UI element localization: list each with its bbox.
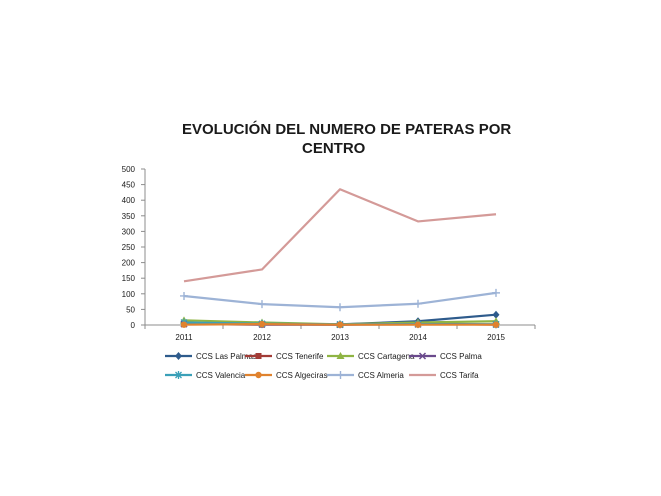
y-tick-label: 450 bbox=[122, 181, 136, 190]
x-tick-label: 2011 bbox=[175, 333, 193, 342]
data-point bbox=[258, 300, 266, 309]
data-point bbox=[492, 321, 500, 328]
legend-label: CCS Palma bbox=[440, 352, 482, 361]
legend-label: CCS Tarifa bbox=[440, 371, 479, 380]
data-point bbox=[414, 321, 422, 328]
y-tick-label: 350 bbox=[122, 212, 136, 221]
legend-swatch-marker bbox=[418, 352, 427, 360]
x-tick-label: 2012 bbox=[253, 333, 271, 342]
legend-label: CCS Cartagena bbox=[358, 352, 415, 361]
y-tick-label: 200 bbox=[122, 259, 136, 268]
y-tick-label: 0 bbox=[131, 321, 136, 330]
chart-title-line-1: EVOLUCIÓN DEL NUMERO DE PATERAS POR bbox=[182, 121, 512, 138]
x-tick-label: 2013 bbox=[331, 333, 349, 342]
series-line-7 bbox=[183, 188, 497, 283]
legend-label: CCS Valencia bbox=[196, 371, 246, 380]
legend-label: CCS Almeria bbox=[358, 371, 404, 380]
chart-title-line-2: CENTRO bbox=[302, 140, 366, 157]
data-point bbox=[180, 291, 188, 300]
y-tick-label: 100 bbox=[122, 290, 136, 299]
data-point bbox=[414, 299, 422, 308]
data-point bbox=[492, 288, 500, 297]
x-tick-label: 2014 bbox=[409, 333, 427, 342]
legend-label: CCS Tenerife bbox=[276, 352, 324, 361]
legend-swatch-marker bbox=[175, 371, 182, 379]
data-point bbox=[258, 320, 266, 328]
data-point bbox=[180, 321, 188, 328]
legend-swatch-marker bbox=[255, 353, 262, 359]
y-tick-label: 300 bbox=[122, 227, 136, 236]
data-point bbox=[336, 303, 344, 312]
y-tick-label: 250 bbox=[122, 243, 136, 252]
y-tick-label: 150 bbox=[122, 274, 136, 283]
legend-swatch-marker bbox=[175, 352, 182, 360]
data-point bbox=[336, 321, 344, 328]
legend-swatch-marker bbox=[336, 371, 345, 379]
y-tick-label: 500 bbox=[122, 165, 136, 174]
legend-label: CCS Las Palmas bbox=[196, 352, 257, 361]
legend-swatch-marker bbox=[255, 371, 262, 379]
legend-label: CCS Algeciras bbox=[276, 371, 328, 380]
x-tick-label: 2015 bbox=[487, 333, 505, 342]
y-tick-label: 50 bbox=[126, 305, 135, 314]
data-point bbox=[492, 310, 500, 319]
y-tick-label: 400 bbox=[122, 196, 136, 205]
legend-swatch-marker bbox=[336, 352, 345, 359]
